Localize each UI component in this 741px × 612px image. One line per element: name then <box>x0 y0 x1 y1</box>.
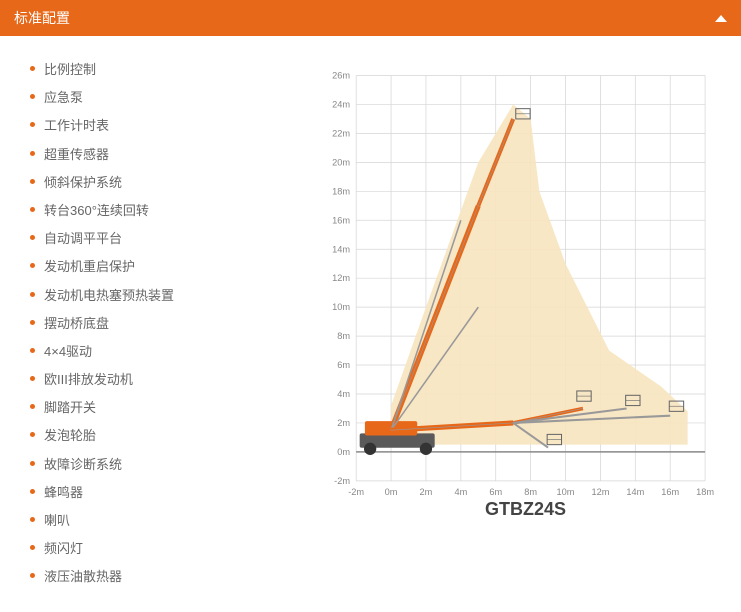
feature-item: 发动机重启保护 <box>30 253 310 281</box>
svg-text:8m: 8m <box>337 331 350 341</box>
reach-chart-svg: -2m 0m 2m 4m 6m 8m 10m 12m 14m 16m 18m 20m 22m 24m 26m… <box>310 56 741 526</box>
content-area: 比例控制应急泵工作计时表超重传感器倾斜保护系统转台360°连续回转自动调平平台发… <box>0 36 741 612</box>
svg-text:-2m: -2m <box>334 476 350 486</box>
feature-item: 工作计时表 <box>30 112 310 140</box>
svg-text:2m: 2m <box>420 487 433 497</box>
feature-item: 4×4驱动 <box>30 338 310 366</box>
svg-text:24m: 24m <box>332 100 350 110</box>
model-label: GTBZ24S <box>485 499 566 520</box>
feature-item: 倾斜保护系统 <box>30 169 310 197</box>
svg-text:10m: 10m <box>557 487 575 497</box>
feature-item: 欧III排放发动机 <box>30 366 310 394</box>
svg-text:16m: 16m <box>332 215 350 225</box>
feature-item: 发泡轮胎 <box>30 422 310 450</box>
svg-text:22m: 22m <box>332 128 350 138</box>
svg-text:4m: 4m <box>337 389 350 399</box>
feature-item: 比例控制 <box>30 56 310 84</box>
feature-item: 脚踏开关 <box>30 394 310 422</box>
reach-diagram: -2m 0m 2m 4m 6m 8m 10m 12m 14m 16m 18m 20m 22m 24m 26m… <box>310 56 741 526</box>
svg-text:0m: 0m <box>337 447 350 457</box>
svg-text:12m: 12m <box>591 487 609 497</box>
svg-text:8m: 8m <box>524 487 537 497</box>
svg-text:6m: 6m <box>489 487 502 497</box>
svg-text:18m: 18m <box>332 186 350 196</box>
section-header[interactable]: 标准配置 <box>0 0 741 36</box>
svg-text:6m: 6m <box>337 360 350 370</box>
feature-item: 液压油散热器 <box>30 563 310 591</box>
svg-text:10m: 10m <box>332 302 350 312</box>
feature-item: 发动机电热塞预热装置 <box>30 282 310 310</box>
feature-item: 摆动桥底盘 <box>30 310 310 338</box>
section-title: 标准配置 <box>14 8 70 28</box>
svg-text:12m: 12m <box>332 273 350 283</box>
svg-text:20m: 20m <box>332 157 350 167</box>
feature-item: 喇叭 <box>30 507 310 535</box>
svg-text:-2m: -2m <box>348 487 364 497</box>
feature-list: 比例控制应急泵工作计时表超重传感器倾斜保护系统转台360°连续回转自动调平平台发… <box>30 56 310 592</box>
feature-item: 自动调平平台 <box>30 225 310 253</box>
svg-text:2m: 2m <box>337 418 350 428</box>
feature-item: 频闪灯 <box>30 535 310 563</box>
svg-text:14m: 14m <box>332 244 350 254</box>
collapse-icon <box>715 15 727 22</box>
feature-item: 故障诊断系统 <box>30 451 310 479</box>
feature-item: 超重传感器 <box>30 141 310 169</box>
feature-item: 应急泵 <box>30 84 310 112</box>
svg-text:18m: 18m <box>696 487 714 497</box>
feature-item: 转台360°连续回转 <box>30 197 310 225</box>
svg-text:16m: 16m <box>661 487 679 497</box>
svg-text:0m: 0m <box>385 487 398 497</box>
svg-text:26m: 26m <box>332 71 350 81</box>
svg-text:4m: 4m <box>454 487 467 497</box>
feature-item: 蜂鸣器 <box>30 479 310 507</box>
svg-text:14m: 14m <box>626 487 644 497</box>
